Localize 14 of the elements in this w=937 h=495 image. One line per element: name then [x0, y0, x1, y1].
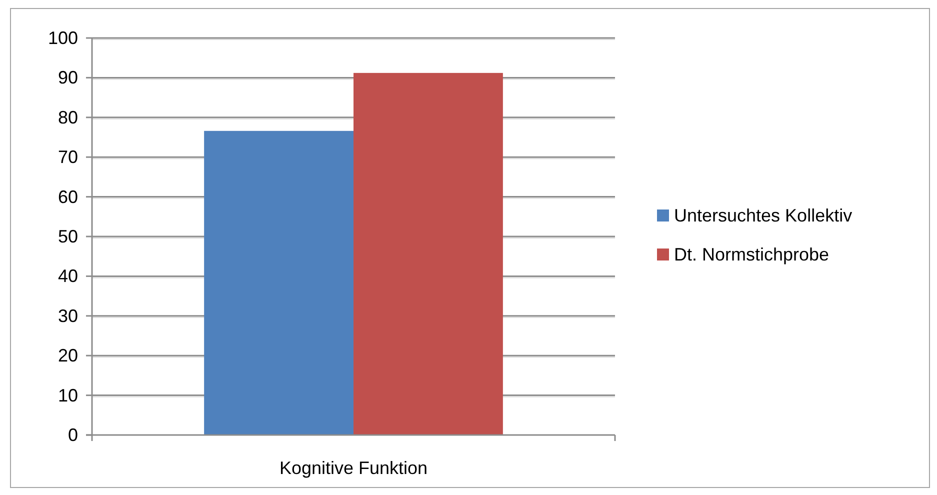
y-tick-label: 20: [58, 346, 78, 366]
y-tick-label: 60: [58, 186, 78, 207]
y-tick-label: 40: [58, 266, 78, 286]
y-tick-label: 100: [48, 28, 78, 48]
legend-label: Dt. Normstichprobe: [674, 244, 830, 264]
y-tick-label: 80: [58, 107, 78, 128]
y-tick-label: 30: [58, 306, 78, 326]
y-tick-label: 50: [58, 226, 78, 246]
x-tick-label: Kognitive Funktion: [279, 458, 428, 478]
legend-label: Untersuchtes Kollektiv: [674, 206, 852, 226]
y-tick-label: 90: [58, 68, 78, 88]
y-tick-label: 10: [58, 385, 78, 406]
y-tick-label: 70: [58, 147, 78, 168]
y-tick-label: 0: [68, 425, 78, 445]
